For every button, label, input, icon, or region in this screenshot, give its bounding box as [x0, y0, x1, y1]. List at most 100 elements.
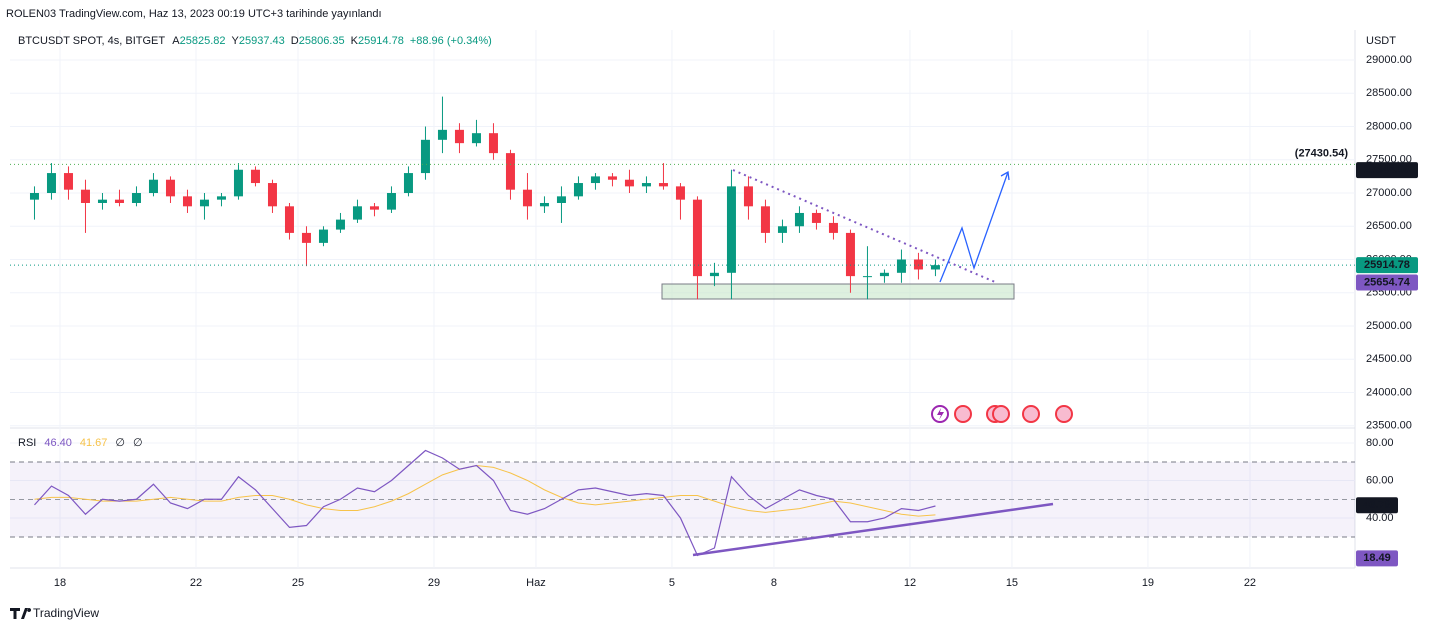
y-tick-label: 24500.00 — [1366, 353, 1412, 365]
arrow-head — [1000, 170, 1010, 181]
candle-body — [522, 189, 532, 207]
event-icon — [1022, 405, 1040, 423]
symbol: BTCUSDT SPOT, 4s, BITGET — [18, 35, 165, 47]
candle-body — [930, 265, 940, 270]
candle-body — [182, 196, 192, 207]
rsi-name: RSI — [18, 437, 36, 449]
candle-body — [148, 179, 158, 194]
support-zone — [661, 283, 1015, 300]
rsi-empty: ∅ — [115, 437, 125, 449]
x-tick-label: 12 — [904, 577, 916, 589]
x-tick-label: Haz — [526, 577, 546, 589]
candle-body — [80, 189, 90, 203]
rsi-ma-value: 41.67 — [80, 437, 108, 449]
ohlc-value: 25825.82 — [180, 35, 226, 47]
candle-body — [267, 183, 277, 207]
candle-body — [760, 206, 770, 233]
projection-arrow — [939, 171, 1009, 283]
x-tick-label: 18 — [54, 577, 66, 589]
candle-body — [658, 183, 668, 187]
candle-body — [403, 173, 413, 194]
y-tick-label: 60.00 — [1366, 474, 1394, 486]
y-tick-label: 28000.00 — [1366, 120, 1412, 132]
candle-body — [573, 183, 583, 197]
candle-body — [454, 129, 464, 144]
y-tick-label: 25000.00 — [1366, 320, 1412, 332]
candle-body — [301, 232, 311, 243]
candle-body — [369, 206, 379, 210]
price-label: 25914.78 — [1364, 259, 1410, 271]
x-tick-label: 19 — [1142, 577, 1154, 589]
price-label-box — [1356, 162, 1418, 179]
price-label: 27344.98 — [1364, 164, 1410, 176]
event-icon — [954, 405, 972, 423]
publish-line: ROLEN03 TradingView.com, Haz 13, 2023 00… — [6, 8, 382, 20]
candle-body — [624, 179, 634, 187]
candle-body — [165, 179, 175, 197]
rsi-label: 18.49 — [1363, 552, 1391, 564]
price-label-box — [1356, 257, 1418, 274]
y-tick-label: 26500.00 — [1366, 220, 1412, 232]
candle-body — [420, 139, 430, 174]
ohlc-key: K — [351, 35, 359, 47]
candle-body — [726, 186, 736, 273]
candle-body — [199, 199, 209, 207]
candle-body — [556, 196, 566, 203]
candle-body — [913, 259, 923, 270]
y-tick-label: 29000.00 — [1366, 54, 1412, 66]
price-label-box — [1356, 274, 1418, 291]
candle-body — [862, 276, 872, 278]
currency: USDT — [1366, 35, 1396, 47]
candle-body — [46, 173, 56, 194]
rsi-label-box — [1356, 550, 1398, 567]
price-line-label: (27430.54) — [1295, 147, 1349, 159]
event-icon — [937, 408, 944, 420]
y-tick-label: 40.00 — [1366, 512, 1394, 524]
candle-body — [777, 226, 787, 233]
rsi-trendline — [692, 502, 1054, 557]
rsi-label: 46.78 — [1363, 499, 1391, 511]
candle-body — [131, 193, 141, 203]
rsi-legend: RSI 46.40 41.67 ∅ ∅ — [18, 437, 143, 449]
candle-body — [607, 176, 617, 180]
ohlc-value: 25937.43 — [239, 35, 285, 47]
candle-body — [675, 186, 685, 200]
candle-body — [879, 272, 889, 277]
event-icon — [992, 405, 1010, 423]
rsi-ma-line — [34, 464, 936, 517]
x-tick-label: 8 — [771, 577, 777, 589]
candle-body — [352, 206, 362, 220]
x-tick-label: 29 — [428, 577, 440, 589]
x-tick-label: 25 — [292, 577, 304, 589]
candle-body — [471, 133, 481, 144]
candle-body — [284, 206, 294, 233]
logo-icon — [10, 608, 32, 619]
x-tick-label: 22 — [1244, 577, 1256, 589]
candle-body — [692, 199, 702, 277]
candle-body — [539, 202, 549, 207]
candle-body — [437, 129, 447, 140]
price-label: 25654.74 — [1364, 276, 1411, 288]
y-tick-label: 24000.00 — [1366, 386, 1412, 398]
candle-body — [505, 153, 515, 190]
candle-body — [794, 212, 804, 227]
y-tick-label: 80.00 — [1366, 437, 1394, 449]
event-icons — [931, 405, 1073, 423]
rsi-label-box — [1356, 497, 1398, 514]
ohlc-key: A — [172, 35, 180, 47]
candle-body — [488, 133, 498, 154]
candle-body — [63, 173, 73, 190]
y-tick-label: 23500.00 — [1366, 420, 1412, 432]
candle-body — [97, 199, 107, 203]
candle-body — [114, 199, 124, 203]
candle-body — [828, 222, 838, 233]
candle-body — [250, 169, 260, 184]
candle-body — [335, 219, 345, 230]
ohlc-key: D — [291, 35, 299, 47]
ohlc-value: 25914.78 — [358, 35, 404, 47]
footer-logo: TradingView — [10, 606, 99, 620]
event-icon — [1055, 405, 1073, 423]
